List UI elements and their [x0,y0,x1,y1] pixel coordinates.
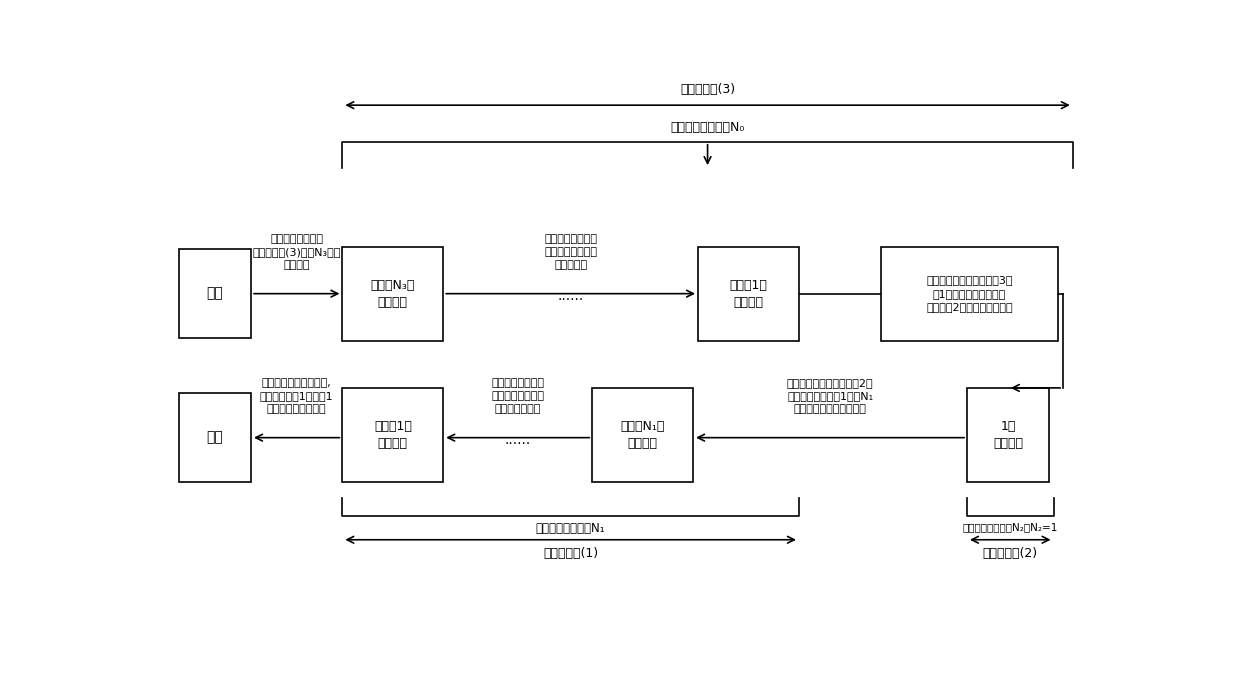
Text: 船船由锤地发航至
停泊储备区(3)内第N₃组、
待闸单元: 船船由锤地发航至 停泊储备区(3)内第N₃组、 待闸单元 [253,234,341,270]
Text: 虚拟编队区(2): 虚拟编队区(2) [983,547,1038,560]
Bar [593,388,693,482]
Text: 区内第N₃组
待闸单元: 区内第N₃组 待闸单元 [371,279,415,309]
Bar [179,249,250,338]
Bar [698,247,799,341]
Text: 虚拟待闸区(1): 虚拟待闸区(1) [543,547,598,560]
Text: 停泊储备单元数量N₀: 停泊储备单元数量N₀ [671,121,745,134]
Text: 待闸单元由停泊储备区（3）
第1组待闸单元移至虚拟
编队区（2），同时完成编队: 待闸单元由停泊储备区（3） 第1组待闸单元移至虚拟 编队区（2），同时完成编队 [926,275,1013,312]
Bar [179,393,250,482]
Text: 闸室: 闸室 [207,430,223,445]
Text: 待闸单元由停泊编队区（2）
移至虚拟待闸区（1）第N₁
个待闸单元同时完成编队: 待闸单元由停泊编队区（2） 移至虚拟待闸区（1）第N₁ 个待闸单元同时完成编队 [787,377,873,414]
Text: 锤地: 锤地 [207,287,223,301]
Text: ......: ...... [505,433,531,447]
Bar [342,388,444,482]
Text: 执行船船同步移泊程序,
虚拟待闸区（1）内第1
组待闸单元进入闸室: 执行船船同步移泊程序, 虚拟待闸区（1）内第1 组待闸单元进入闸室 [260,377,334,414]
Text: 虚拟编队单元数量N₂，N₂=1: 虚拟编队单元数量N₂，N₂=1 [962,522,1058,532]
Text: 区内第N₁组
待闸单元: 区内第N₁组 待闸单元 [620,420,665,450]
Text: 区内第1组
待闸单元: 区内第1组 待闸单元 [374,420,412,450]
Bar [880,247,1058,341]
Text: ......: ...... [558,289,584,303]
Bar [967,388,1049,482]
Text: 该区内待闸单元依
次向前移泊至相邻
下一组待闸单元: 该区内待闸单元依 次向前移泊至相邻 下一组待闸单元 [491,377,544,414]
Bar [342,247,444,341]
Text: 停泊储备区(3): 停泊储备区(3) [680,83,735,96]
Text: 该区内待闸单元依
次向前移泊至下一
组待闸单元: 该区内待闸单元依 次向前移泊至下一 组待闸单元 [544,234,598,270]
Text: 1组
待闸单元: 1组 待闸单元 [993,420,1023,450]
Text: 区内第1组
待闸单元: 区内第1组 待闸单元 [729,279,768,309]
Text: 虚拟待闸单元数量N₁: 虚拟待闸单元数量N₁ [536,522,605,535]
